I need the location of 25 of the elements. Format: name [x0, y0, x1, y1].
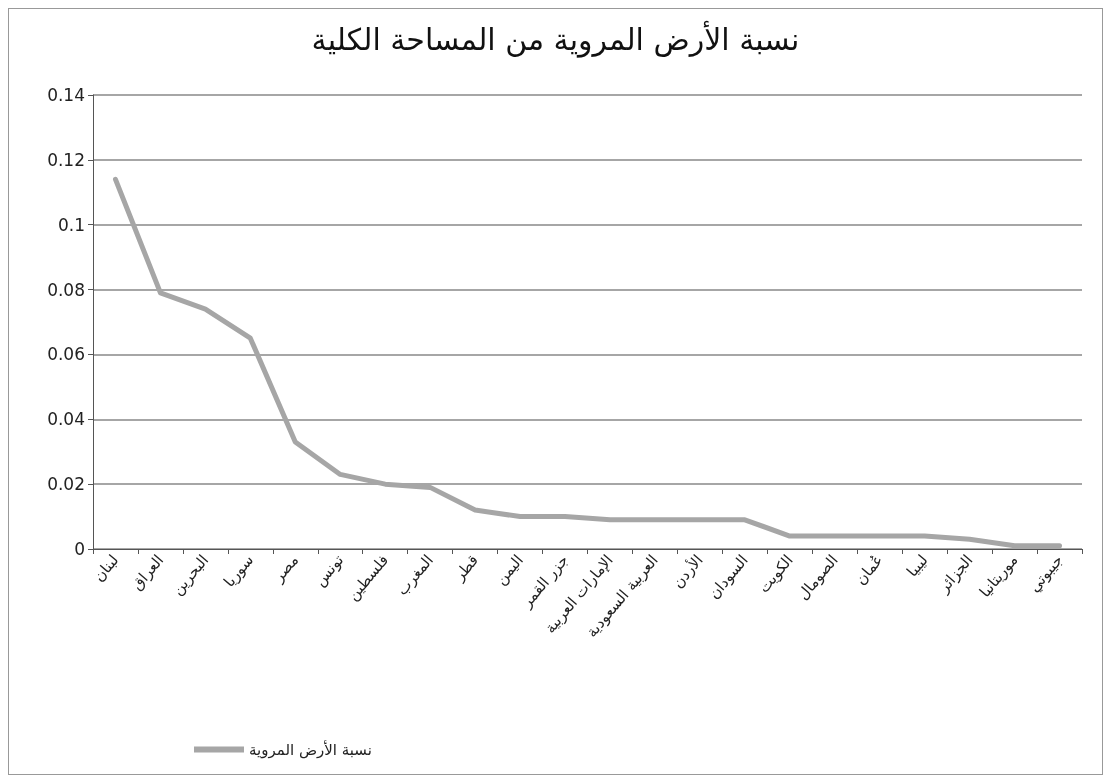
x-tick-label: السودان	[704, 551, 752, 603]
y-tick-label: 0.02	[47, 474, 85, 495]
y-tick-label: 0.12	[47, 149, 85, 170]
x-tick-label: لبنان	[89, 551, 123, 586]
x-tick-label: المغرب	[393, 551, 438, 599]
x-tick-label: جيبوتي	[1025, 551, 1068, 597]
x-tick-label: سوريا	[220, 551, 258, 591]
x-tick-label: الجزائر	[934, 551, 977, 597]
x-tick-label: اليمن	[491, 551, 527, 589]
y-tick-label: 0.08	[47, 279, 85, 300]
legend-label: نسبة الأرض المروية	[249, 739, 372, 759]
x-tick-label: العراق	[127, 551, 168, 594]
y-tick-label: 0.04	[47, 409, 85, 430]
y-tick-label: 0.06	[47, 344, 85, 365]
chart-title: نسبة الأرض المروية من المساحة الكلية	[311, 19, 800, 58]
x-tick-label: موريتانيا	[975, 551, 1022, 601]
x-tick-label: مصر	[268, 551, 303, 587]
x-tick-label: عُمان	[851, 551, 887, 589]
x-tick-label: الأردن	[668, 550, 707, 592]
y-tick-label: 0.1	[57, 214, 85, 235]
x-tick-label: قطر	[449, 551, 483, 585]
x-tick-label: ليبيا	[903, 551, 932, 581]
y-tick-label: 0	[74, 539, 85, 559]
x-tick-label: البحرين	[168, 551, 213, 599]
y-tick-label: 0.14	[47, 85, 85, 105]
